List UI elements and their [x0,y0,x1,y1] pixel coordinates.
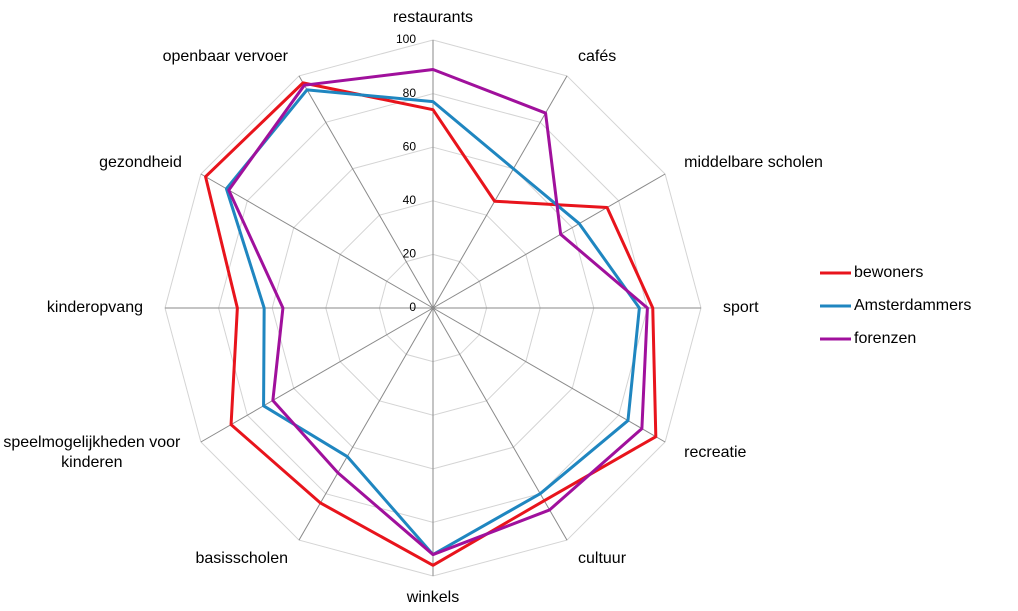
category-label: recreatie [684,444,747,461]
tick-label: 100 [396,32,416,46]
spoke [432,75,568,309]
spoke [432,307,666,443]
tick-label: 20 [403,247,417,261]
legend-label: forenzen [854,330,916,347]
spoke [298,75,434,309]
tick-label: 60 [403,139,417,153]
legend-label: bewoners [854,264,923,281]
legend-label: Amsterdammers [854,297,971,314]
category-label: cafés [578,47,617,65]
spoke [298,307,434,541]
category-label: kinderopvang [46,299,143,316]
series-line [204,81,658,567]
series-line [227,67,649,557]
category-label: middelbare scholen [684,154,823,171]
spoke [432,307,568,541]
category-label: cultuur [578,550,627,568]
category-label: sport [723,299,759,316]
tick-label: 0 [409,300,416,314]
category-label: gezondheid [99,154,182,171]
category-label: openbaar vervoer [162,47,288,65]
spoke [200,173,434,309]
category-label: speelmogelijkheden voor kinderen [3,434,181,471]
tick-label: 80 [403,86,417,100]
category-label: basisscholen [195,550,289,568]
tick-label: 40 [403,193,417,207]
spoke [432,173,666,309]
spoke [200,307,434,443]
category-label: restaurants [392,9,474,26]
category-label: winkels [406,589,460,606]
